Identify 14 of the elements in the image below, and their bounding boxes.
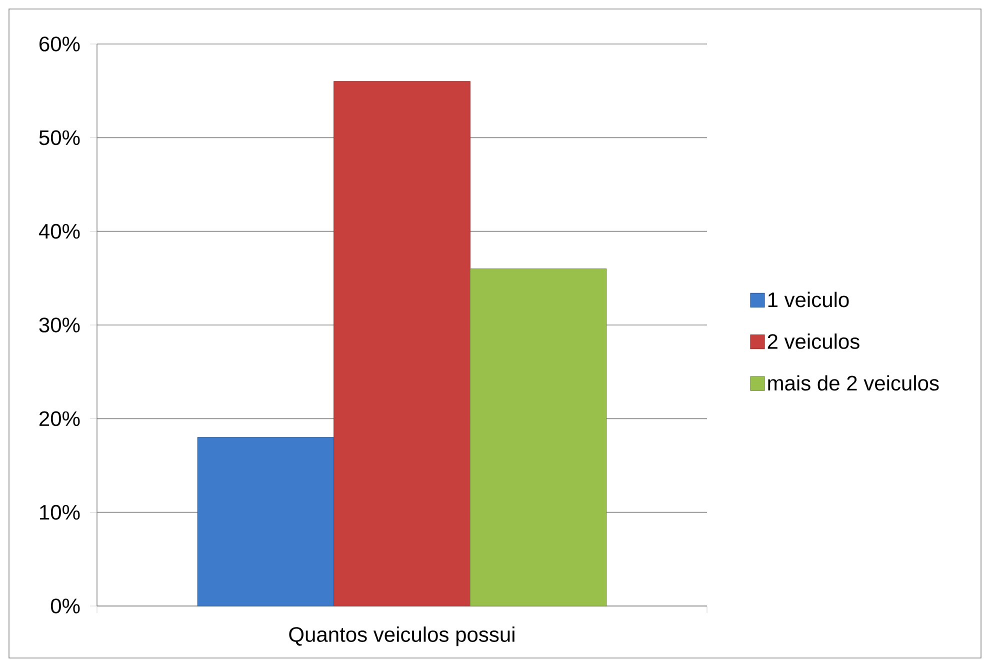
- bar: [197, 437, 334, 606]
- y-tick-label: 10%: [40, 504, 80, 520]
- legend-label: mais de 2 veiculos: [768, 375, 939, 391]
- y-tick-label: 0%: [50, 598, 80, 614]
- y-tick-label: 40%: [38, 224, 80, 239]
- legend-label: 1 veiculo: [768, 292, 849, 308]
- legend-label: 2 veiculos: [768, 334, 860, 349]
- y-tick-label: 60%: [40, 36, 80, 52]
- y-tick-label: 20%: [40, 411, 80, 426]
- bar: [470, 268, 607, 606]
- y-tick-label: 30%: [39, 318, 80, 332]
- bar: [334, 81, 470, 606]
- x-tick-label: Quantos veiculos possui: [289, 626, 514, 646]
- y-tick-label: 50%: [39, 130, 80, 146]
